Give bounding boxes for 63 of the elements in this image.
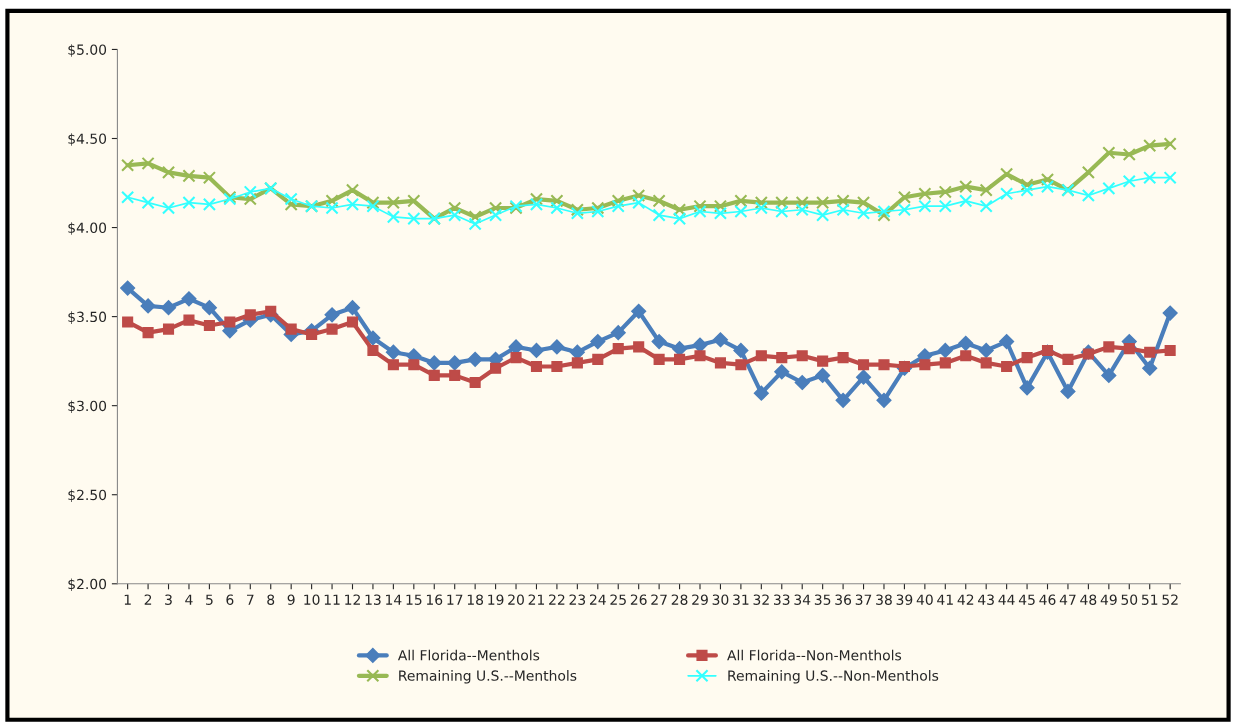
x-tick-label: 52: [1162, 594, 1178, 605]
x-tick-label: 3: [165, 594, 172, 605]
x-tick-label: 22: [549, 594, 565, 605]
x-tick-label: 24: [589, 594, 606, 605]
x-tick-label: 10: [304, 594, 320, 605]
x-tick-label: 8: [267, 594, 275, 605]
x-tick-label: 6: [226, 594, 234, 605]
x-tick-label: 38: [876, 594, 892, 605]
x-tick-label: 39: [896, 594, 913, 605]
x-tick-label: 50: [1121, 594, 1138, 605]
x-tick-label: 21: [528, 594, 545, 605]
y-tick-label: $5.00: [68, 44, 107, 57]
legend-label: All Florida--Menthols: [397, 649, 540, 661]
x-tick-label: 43: [978, 594, 994, 605]
x-tick-label: 27: [651, 594, 667, 605]
y-tick-label: $4.50: [68, 133, 107, 146]
x-tick-label: 25: [610, 594, 626, 605]
x-tick-label: 15: [406, 594, 422, 605]
x-tick-label: 47: [1059, 594, 1076, 605]
y-tick-label: $2.00: [68, 578, 107, 592]
x-tick-label: 48: [1080, 594, 1097, 605]
x-tick-label: 5: [206, 594, 213, 605]
x-tick-label: 32: [753, 594, 769, 605]
x-tick-label: 26: [630, 594, 647, 605]
x-tick-label: 1: [124, 594, 131, 605]
x-tick-label: 49: [1100, 594, 1117, 605]
x-tick-label: 13: [365, 594, 381, 605]
x-tick-label: 31: [733, 594, 749, 605]
x-tick-label: 7: [247, 594, 254, 605]
x-tick-label: 2: [144, 594, 152, 605]
x-tick-label: 20: [508, 594, 524, 605]
x-tick-label: 23: [569, 594, 586, 605]
x-tick-label: 9: [287, 594, 295, 605]
legend-label: Remaining U.S.--Menthols: [399, 670, 577, 684]
x-tick-label: 46: [1039, 594, 1056, 605]
x-tick-label: 45: [1018, 594, 1035, 605]
y-tick-label: $3.50: [68, 311, 107, 324]
x-tick-label: 35: [814, 594, 831, 605]
x-tick-label: 51: [1141, 594, 1158, 605]
x-tick-label: 37: [855, 594, 872, 605]
x-tick-label: 33: [773, 594, 790, 605]
x-tick-label: 42: [957, 594, 974, 605]
x-tick-label: 36: [835, 594, 852, 605]
x-tick-label: 4: [185, 594, 193, 605]
x-tick-label: 14: [386, 594, 402, 605]
legend-label: Remaining U.S.--Non-Menthols: [728, 670, 939, 684]
x-tick-label: 30: [712, 594, 729, 605]
x-tick-label: 16: [426, 594, 443, 605]
x-tick-label: 41: [937, 594, 953, 605]
y-tick-label: $2.50: [68, 489, 107, 503]
y-tick-label: $4.00: [68, 222, 107, 235]
y-tick-label: $3.00: [68, 400, 107, 413]
x-tick-label: 34: [794, 594, 811, 605]
x-tick-label: 11: [324, 594, 340, 605]
x-tick-label: 29: [692, 594, 708, 605]
x-tick-label: 17: [447, 594, 463, 605]
x-tick-label: 18: [467, 594, 484, 605]
legend-label: All Florida--Non-Menthols: [727, 649, 902, 661]
x-tick-label: 19: [488, 594, 504, 605]
x-tick-label: 28: [671, 594, 688, 605]
x-tick-label: 44: [998, 594, 1015, 605]
x-tick-label: 40: [916, 594, 933, 605]
x-tick-label: 12: [345, 594, 360, 605]
